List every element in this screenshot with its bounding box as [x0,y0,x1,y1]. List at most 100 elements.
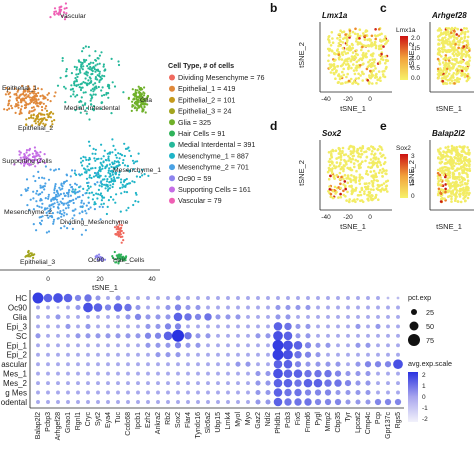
feature-point [374,37,378,41]
feature-point [360,152,364,156]
feature-point [365,187,368,191]
tsne-point [81,62,84,65]
tsne-point [141,97,144,100]
dotplot-dot [216,324,220,329]
tsne-point [88,174,91,177]
feature-point [343,164,346,168]
tsne-point [142,94,146,97]
feature-point [456,77,459,80]
tsne-point [119,258,122,261]
feature-point [450,31,453,35]
feature-point [358,146,362,150]
tsne-point [65,12,68,15]
tsne-point [114,201,117,204]
feature-point [447,72,451,76]
tsne-point [139,99,142,102]
dotplot-dot [146,305,150,310]
feature-point [350,192,354,196]
feature-point [450,165,454,169]
tsne-point [101,167,104,170]
tsne-point [118,157,121,160]
dotplot-dot [296,296,300,300]
tsne-point [101,205,104,209]
tsne-point [100,143,103,146]
tsne-point [32,117,35,120]
tsne-point [53,196,57,199]
feature-scale-label: 3 [411,153,415,160]
feature-point [437,72,441,76]
tsne-point [26,204,29,207]
feature-point [335,49,339,52]
feature-point [343,59,347,63]
dotplot-dot [294,398,302,406]
legend-swatch [169,164,175,171]
tsne-point [75,84,78,88]
feature-point [374,28,377,31]
tsne-point [31,152,34,155]
tsne-point [7,104,10,107]
feature-point [452,54,456,57]
tsne-point [85,158,88,161]
feature-point [354,176,358,179]
feature-point [453,36,456,39]
dotplot-dot [106,343,110,348]
tsne-point [48,210,52,213]
feature-point [439,169,442,173]
feature-point [375,81,378,85]
tsne-point [78,106,81,109]
dotplot-dot [186,296,190,300]
tsne-point [136,101,139,104]
tsne-point [15,103,18,106]
dotplot-dot [36,352,40,357]
tsne-point [132,203,135,207]
feature-point [342,193,346,197]
dotplot-gene-label: Eya4 [105,412,112,428]
tsne-point [107,157,110,160]
feature-point [334,70,338,74]
feature-point [366,147,370,150]
legend-label: Mesenchyme_2 = 701 [178,163,249,172]
feature-point [384,42,387,46]
tsne-point [119,210,122,213]
feature-point [349,77,353,81]
dotplot-dot [146,371,150,376]
tsne-point [91,69,94,73]
dotplot-dot [196,324,200,329]
feature-point [373,153,376,157]
feature-point [386,190,389,193]
dotplot-dot [126,324,130,329]
tsne-point [33,253,36,256]
tsne-point [70,169,74,172]
dotplot-dot [46,390,50,395]
tsne-point [131,105,134,108]
feature-point [373,58,377,61]
feature-point [460,71,463,75]
cluster-label-hair-cells: Hair_Cells [113,257,145,264]
tsne-point [105,184,108,187]
dotplot-dot [206,324,210,329]
feature-point [377,47,381,51]
dotplot-dot [334,370,342,377]
feature-point [328,157,332,161]
tsne-point [58,10,61,13]
tsne-point [53,202,56,205]
feature-point [380,52,383,56]
tsne-point [77,59,80,62]
dotplot-dot [206,381,210,386]
dotplot-dot [126,352,130,357]
feature-point [334,77,337,80]
tsne-point [84,156,87,159]
feature-point [350,189,354,193]
dotplot-dot [145,323,151,329]
feature-point [463,178,467,181]
tsne-point [47,193,51,196]
tsne-point [86,84,89,87]
tsne-point [118,231,122,234]
tsne-point [90,89,93,92]
feature-point [448,174,451,177]
dotplot: HCOc90GliaEpi_3SCEpi_1Epi_2ascularMes_1M… [1,290,404,440]
tsne-point [81,104,84,107]
tsne-point [30,124,34,127]
feature-point [456,200,460,203]
tsne-point [123,154,126,158]
